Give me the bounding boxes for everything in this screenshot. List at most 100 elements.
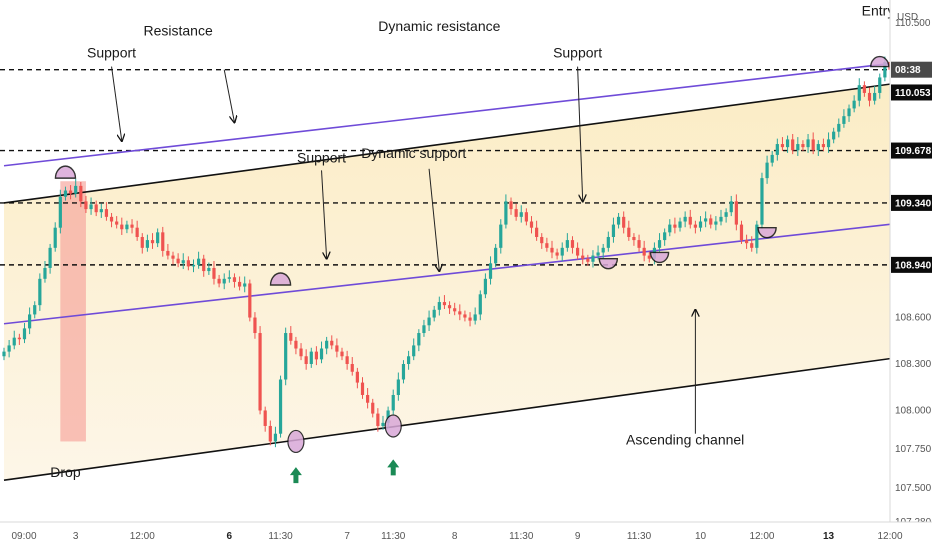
candle-body xyxy=(335,345,339,352)
label-arrow xyxy=(428,168,439,271)
candle-body xyxy=(53,227,57,248)
candle-body xyxy=(857,85,861,101)
candle-body xyxy=(683,216,687,222)
candle-body xyxy=(483,278,488,295)
highlight-bump xyxy=(757,226,777,239)
candle-body xyxy=(417,333,421,346)
candle-body xyxy=(673,224,677,228)
candle-body xyxy=(115,221,119,225)
y-tick-label: 108.300 xyxy=(895,359,932,370)
x-tick-label: 7 xyxy=(344,531,350,542)
candle-body xyxy=(473,314,477,321)
annotation-label: Support xyxy=(87,44,136,60)
x-tick-label: 09:00 xyxy=(11,531,36,542)
x-tick-label: 10 xyxy=(695,531,707,542)
candle-body xyxy=(396,379,400,395)
candle-body xyxy=(422,325,426,334)
candle-body xyxy=(780,144,785,148)
candle-body xyxy=(478,294,482,315)
candle-body xyxy=(7,345,11,352)
candle-body xyxy=(227,277,231,279)
candle-body xyxy=(642,247,646,256)
candle-body xyxy=(524,212,528,222)
candle-body xyxy=(447,305,452,309)
candle-body xyxy=(453,308,457,312)
candle-body xyxy=(253,317,257,334)
candle-body xyxy=(504,201,508,225)
x-tick-label: 13 xyxy=(823,531,835,542)
candle-body xyxy=(345,356,349,365)
candle-body xyxy=(33,305,37,315)
trendline xyxy=(3,352,932,481)
x-tick-label: 11:30 xyxy=(509,531,534,542)
label-arrow xyxy=(111,66,122,141)
candle-body xyxy=(545,243,549,248)
candle-body xyxy=(847,108,851,117)
candle-body xyxy=(371,402,375,414)
candle-body xyxy=(22,328,27,340)
candle-body xyxy=(821,144,826,148)
candle-body xyxy=(488,263,493,279)
candle-body xyxy=(637,240,641,248)
annotation-label: Dynamic resistance xyxy=(378,18,500,34)
x-axis-panel xyxy=(0,522,932,550)
annotation-label: Support xyxy=(553,44,602,60)
x-tick-label: 11:30 xyxy=(381,531,406,542)
annotation-label: Drop xyxy=(50,464,81,480)
trendline xyxy=(3,77,932,204)
candle-body xyxy=(755,224,759,248)
x-tick-label: 11:30 xyxy=(627,531,652,542)
up-arrow-icon xyxy=(289,467,302,484)
candle-body xyxy=(299,348,303,357)
candle-body xyxy=(181,260,185,264)
y-axis-panel xyxy=(890,0,932,550)
candle-body xyxy=(135,227,139,237)
annotation-label: Dynamic support xyxy=(361,145,466,161)
highlight-bump xyxy=(269,272,292,286)
candle-body xyxy=(663,232,667,241)
candle-body xyxy=(724,212,728,217)
price-tag-label: 110.053 xyxy=(895,88,931,99)
candle-body xyxy=(391,394,395,411)
candle-body xyxy=(729,201,733,213)
candle-body xyxy=(427,317,431,326)
candle-body xyxy=(616,216,621,225)
candle-body xyxy=(366,394,370,403)
trendline xyxy=(3,218,932,325)
price-tag xyxy=(891,84,932,101)
x-tick-label: 11:30 xyxy=(268,531,293,542)
candle-body xyxy=(519,212,523,217)
price-tag-label: 08:38 xyxy=(895,65,921,76)
candle-body xyxy=(668,224,672,233)
price-tag-label: 109.678 xyxy=(895,146,932,157)
candle-body xyxy=(622,216,626,228)
candle-body xyxy=(145,240,149,248)
candle-body xyxy=(806,139,810,148)
candle-body xyxy=(222,278,226,284)
candle-body xyxy=(867,92,872,101)
candle-body xyxy=(601,247,605,253)
candle-body xyxy=(750,243,754,248)
candle-body xyxy=(596,252,600,256)
candle-body xyxy=(74,185,78,194)
candle-body xyxy=(606,236,610,248)
candle-body xyxy=(842,116,846,124)
candle-body xyxy=(514,209,518,217)
price-tag-label: 109.340 xyxy=(895,198,932,209)
candle-body xyxy=(611,224,616,237)
candle-body xyxy=(360,382,365,395)
candle-body xyxy=(745,240,749,244)
low-circle xyxy=(287,429,305,454)
price-tag xyxy=(891,194,932,211)
candle-body xyxy=(43,267,47,279)
candle-body xyxy=(28,314,32,329)
candle-body xyxy=(693,224,697,228)
candle-body xyxy=(535,227,539,237)
candle-body xyxy=(237,281,242,287)
candle-body xyxy=(565,240,569,248)
candle-body xyxy=(232,277,237,282)
candle-body xyxy=(401,364,406,380)
candle-body xyxy=(140,236,144,248)
